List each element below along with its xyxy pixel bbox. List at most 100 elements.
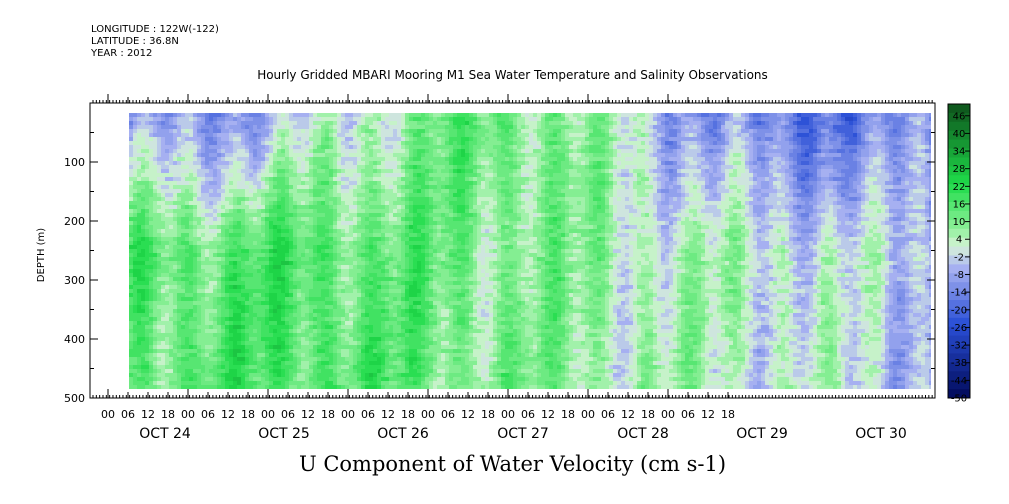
colorbar-label: 46 bbox=[953, 111, 966, 122]
colorbar-label: -26 bbox=[951, 323, 967, 334]
metadata-block: LONGITUDE : 122W(-122) LATITUDE : 36.8N … bbox=[91, 24, 219, 60]
x-hour-tick-label: 06 bbox=[601, 408, 615, 421]
x-day-label: OCT 29 bbox=[736, 426, 788, 442]
x-hour-tick-label: 12 bbox=[701, 408, 715, 421]
colorbar-swatch bbox=[948, 273, 970, 283]
colorbar-swatch bbox=[948, 210, 970, 221]
colorbar-label: -50 bbox=[951, 394, 967, 405]
x-hour-tick-label: 12 bbox=[381, 408, 395, 421]
colorbar-swatch bbox=[948, 344, 970, 354]
colorbar-swatch bbox=[948, 184, 970, 194]
colorbar-swatch bbox=[948, 202, 970, 212]
colorbar-swatch bbox=[948, 300, 970, 310]
x-hour-tick-label: 18 bbox=[481, 408, 495, 421]
colorbar-swatch bbox=[948, 112, 970, 123]
x-day-label: OCT 26 bbox=[377, 426, 429, 442]
longitude-label: LONGITUDE : 122W(-122) bbox=[91, 24, 219, 35]
colorbar-label: -20 bbox=[951, 305, 967, 316]
x-hour-tick-label: 18 bbox=[401, 408, 415, 421]
x-hour-tick-label: 06 bbox=[281, 408, 295, 421]
colorbar-swatch bbox=[948, 371, 970, 381]
colorbar-label: -8 bbox=[954, 270, 964, 281]
x-hour-tick-label: 18 bbox=[161, 408, 175, 421]
colorbar-swatch bbox=[948, 175, 970, 185]
colorbar-swatch bbox=[948, 317, 970, 328]
x-hour-tick-label: 12 bbox=[141, 408, 155, 421]
colorbar-label: 4 bbox=[956, 235, 962, 246]
colorbar-swatch bbox=[948, 228, 970, 239]
x-hour-tick-label: 06 bbox=[121, 408, 135, 421]
x-hour-tick-label: 12 bbox=[221, 408, 235, 421]
x-hour-tick-label: 06 bbox=[441, 408, 455, 421]
x-day-label: OCT 28 bbox=[617, 426, 669, 442]
velocity-field bbox=[129, 113, 931, 389]
chart-title: Hourly Gridded MBARI Mooring M1 Sea Wate… bbox=[257, 68, 768, 82]
x-hour-tick-label: 06 bbox=[681, 408, 695, 421]
colorbar-swatch bbox=[948, 166, 970, 176]
y-tick-label: 100 bbox=[64, 156, 85, 169]
x-hour-tick-label: 12 bbox=[541, 408, 555, 421]
colorbar-label: 10 bbox=[953, 217, 966, 228]
x-hour-tick-label: 12 bbox=[461, 408, 475, 421]
year-label: YEAR : 2012 bbox=[91, 48, 153, 59]
colorbar: 46 40 34 28 22 16 10 4 -2 -8 -14 -20 -26 -32 -38 -44 -50 bbox=[947, 103, 971, 405]
y-tick-label: 500 bbox=[64, 392, 85, 405]
x-hour-tick-label: 00 bbox=[181, 408, 195, 421]
colorbar-label: -14 bbox=[951, 288, 967, 299]
colorbar-label: 22 bbox=[953, 182, 966, 193]
x-hour-tick-label: 06 bbox=[201, 408, 215, 421]
colorbar-label: -2 bbox=[954, 252, 964, 263]
colorbar-swatch bbox=[948, 308, 970, 319]
colorbar-swatch bbox=[948, 255, 970, 265]
x-hour-tick-label: 18 bbox=[561, 408, 575, 421]
colorbar-swatch bbox=[948, 282, 970, 292]
x-hour-tick-label: 00 bbox=[501, 408, 515, 421]
x-hour-tick-label: 00 bbox=[661, 408, 675, 421]
x-hour-tick-label: 12 bbox=[621, 408, 635, 421]
colorbar-swatch bbox=[948, 326, 970, 337]
x-hour-tick-label: 18 bbox=[641, 408, 655, 421]
colorbar-swatch bbox=[948, 291, 970, 301]
x-day-label: OCT 24 bbox=[139, 426, 191, 442]
variable-title: U Component of Water Velocity (cm s-1) bbox=[298, 452, 727, 476]
colorbar-label: -32 bbox=[951, 341, 967, 352]
colorbar-label: -38 bbox=[951, 358, 967, 369]
colorbar-swatch bbox=[948, 353, 970, 363]
colorbar-label: 28 bbox=[953, 164, 966, 175]
x-hour-tick-label: 00 bbox=[101, 408, 115, 421]
y-tick-label: 400 bbox=[64, 333, 85, 346]
y-axis-label: DEPTH (m) bbox=[36, 228, 47, 282]
colorbar-swatch bbox=[948, 246, 970, 256]
x-hour-tick-label: 00 bbox=[261, 408, 275, 421]
x-hour-tick-label: 06 bbox=[521, 408, 535, 421]
colorbar-swatch bbox=[948, 157, 970, 167]
colorbar-swatch bbox=[948, 148, 970, 158]
colorbar-label: 34 bbox=[953, 147, 966, 158]
colorbar-swatch bbox=[948, 130, 970, 141]
latitude-label: LATITUDE : 36.8N bbox=[91, 36, 179, 47]
colorbar-swatch bbox=[948, 380, 970, 390]
colorbar-swatch bbox=[948, 139, 970, 149]
x-day-label: OCT 30 bbox=[855, 426, 907, 442]
x-day-label: OCT 25 bbox=[258, 426, 310, 442]
x-axis: 00 06 12 18 00 06 12 18 00 06 12 18 00 06 12 18 00 06 12 18… bbox=[92, 94, 933, 442]
y-tick-label: 300 bbox=[64, 274, 85, 287]
colorbar-swatch bbox=[948, 362, 970, 372]
x-hour-tick-label: 18 bbox=[721, 408, 735, 421]
y-axis: 100 200 300 400 500 bbox=[64, 132, 935, 405]
x-hour-tick-label: 12 bbox=[301, 408, 315, 421]
x-day-label: OCT 27 bbox=[497, 426, 549, 442]
colorbar-label: -44 bbox=[951, 376, 967, 387]
x-hour-tick-label: 18 bbox=[241, 408, 255, 421]
colorbar-swatch bbox=[948, 121, 970, 132]
colorbar-swatch bbox=[948, 335, 970, 345]
colorbar-swatch bbox=[948, 104, 970, 114]
x-hour-tick-label: 00 bbox=[421, 408, 435, 421]
colorbar-label: 16 bbox=[953, 199, 966, 210]
x-hour-tick-label: 00 bbox=[581, 408, 595, 421]
colorbar-swatch bbox=[948, 219, 970, 230]
x-hour-tick-label: 18 bbox=[321, 408, 335, 421]
colorbar-swatch bbox=[948, 237, 970, 247]
x-hour-tick-label: 06 bbox=[361, 408, 375, 421]
